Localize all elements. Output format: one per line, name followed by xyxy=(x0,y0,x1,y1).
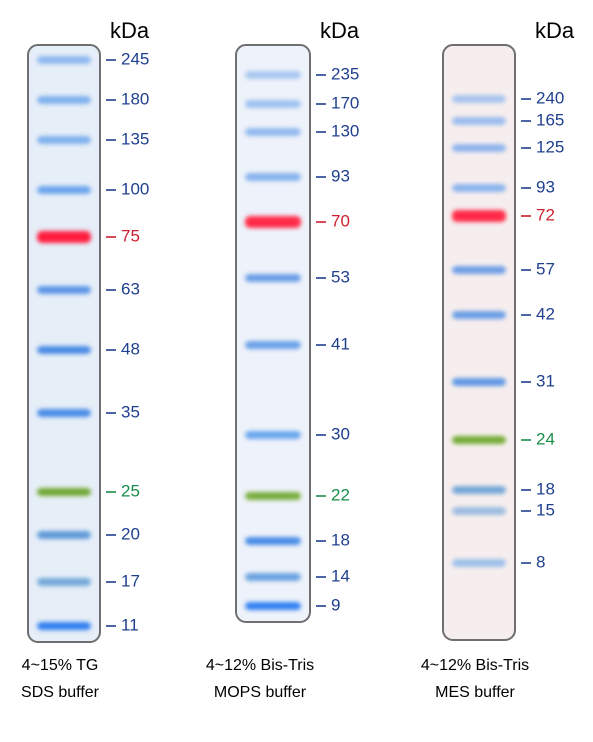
band-label: 70 xyxy=(331,211,350,230)
band-label: 20 xyxy=(121,524,140,543)
band xyxy=(452,184,506,192)
band-label: 14 xyxy=(331,566,350,585)
gel xyxy=(27,44,101,643)
band-label: 30 xyxy=(331,424,350,443)
band-label: 53 xyxy=(331,267,350,286)
band xyxy=(37,531,91,539)
band-label: 17 xyxy=(121,571,140,590)
gel-lane xyxy=(235,44,311,623)
band xyxy=(245,492,301,500)
band xyxy=(37,286,91,294)
band-label: 35 xyxy=(121,402,140,421)
band-label: 25 xyxy=(121,481,140,500)
band xyxy=(245,71,301,79)
caption: MES buffer xyxy=(435,684,515,701)
gel xyxy=(442,44,516,641)
band xyxy=(452,311,506,319)
band-label: 42 xyxy=(536,304,555,323)
band-label: 165 xyxy=(536,110,564,129)
band xyxy=(245,573,301,581)
caption: SDS buffer xyxy=(21,684,100,701)
band xyxy=(37,346,91,354)
band-label: 22 xyxy=(331,485,350,504)
band-label: 135 xyxy=(121,129,149,148)
caption: MOPS buffer xyxy=(214,684,307,701)
band xyxy=(452,507,506,515)
band xyxy=(37,56,91,64)
band xyxy=(452,559,506,567)
unit-label: kDa xyxy=(320,18,360,43)
band-label: 63 xyxy=(121,279,140,298)
band-label: 18 xyxy=(536,479,555,498)
band-label: 18 xyxy=(331,530,350,549)
band xyxy=(37,622,91,630)
band xyxy=(452,378,506,386)
band xyxy=(452,436,506,444)
band xyxy=(245,216,301,228)
band xyxy=(245,173,301,181)
band xyxy=(245,537,301,545)
band xyxy=(37,409,91,417)
band-label: 24 xyxy=(536,429,555,448)
band xyxy=(452,95,506,103)
band-label: 100 xyxy=(121,179,149,198)
band-label: 9 xyxy=(331,595,340,614)
band-label: 235 xyxy=(331,64,359,83)
band-label: 125 xyxy=(536,137,564,156)
band-label: 15 xyxy=(536,500,555,519)
band-label: 72 xyxy=(536,205,555,224)
band xyxy=(245,431,301,439)
band xyxy=(245,602,301,610)
band xyxy=(245,100,301,108)
band xyxy=(37,488,91,496)
band xyxy=(37,186,91,194)
band xyxy=(37,578,91,586)
band xyxy=(245,341,301,349)
band xyxy=(37,231,91,243)
band xyxy=(245,128,301,136)
band-label: 245 xyxy=(121,49,149,68)
band-label: 41 xyxy=(331,334,350,353)
gel xyxy=(235,44,311,623)
unit-label: kDa xyxy=(535,18,575,43)
band-label: 93 xyxy=(536,177,555,196)
unit-label: kDa xyxy=(110,18,150,43)
caption: 4~12% Bis-Tris xyxy=(206,657,314,674)
band-label: 48 xyxy=(121,339,140,358)
band-label: 170 xyxy=(331,93,359,112)
gel-lane xyxy=(27,44,101,643)
band-label: 180 xyxy=(121,89,149,108)
band-label: 8 xyxy=(536,552,545,571)
band-label: 240 xyxy=(536,88,564,107)
band xyxy=(452,486,506,494)
band-label: 57 xyxy=(536,259,555,278)
gel-lane xyxy=(442,44,516,641)
band-label: 130 xyxy=(331,121,359,140)
band xyxy=(452,144,506,152)
caption: 4~15% TG xyxy=(22,657,99,674)
band xyxy=(37,96,91,104)
band xyxy=(452,117,506,125)
caption: 4~12% Bis-Tris xyxy=(421,657,529,674)
band xyxy=(37,136,91,144)
band xyxy=(245,274,301,282)
band-label: 93 xyxy=(331,166,350,185)
band-label: 11 xyxy=(121,615,139,634)
band xyxy=(452,266,506,274)
band-label: 75 xyxy=(121,226,140,245)
band-label: 31 xyxy=(536,371,555,390)
band xyxy=(452,210,506,222)
